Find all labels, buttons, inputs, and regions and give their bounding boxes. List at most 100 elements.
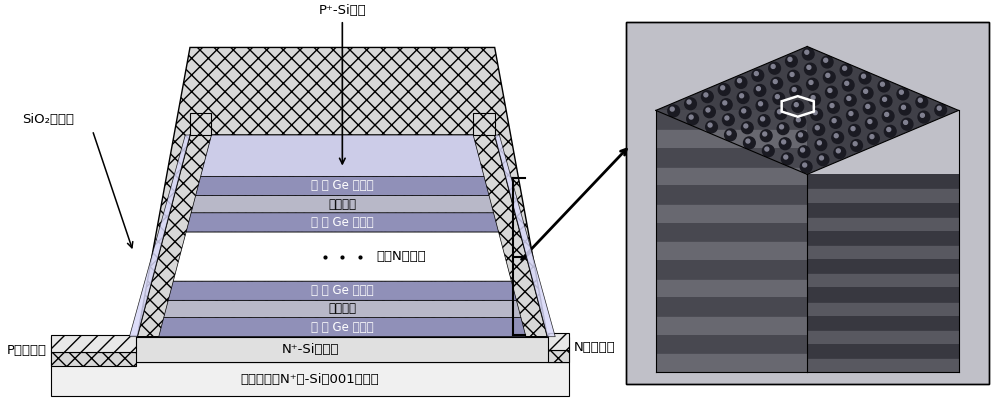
Circle shape bbox=[884, 126, 896, 137]
Circle shape bbox=[817, 154, 829, 166]
Text: SiO₂钒化层: SiO₂钒化层 bbox=[22, 113, 74, 126]
Circle shape bbox=[813, 111, 817, 115]
Polygon shape bbox=[137, 47, 547, 337]
Polygon shape bbox=[807, 245, 959, 259]
Circle shape bbox=[809, 94, 820, 105]
Polygon shape bbox=[191, 196, 494, 213]
Polygon shape bbox=[51, 335, 136, 352]
Polygon shape bbox=[656, 223, 807, 241]
Circle shape bbox=[836, 149, 840, 153]
Polygon shape bbox=[807, 188, 959, 202]
Polygon shape bbox=[656, 316, 807, 335]
Circle shape bbox=[790, 85, 801, 97]
Circle shape bbox=[904, 120, 908, 124]
Circle shape bbox=[754, 85, 766, 96]
Polygon shape bbox=[656, 204, 807, 223]
Text: P⁺-Si帽层: P⁺-Si帽层 bbox=[318, 4, 366, 17]
Polygon shape bbox=[807, 259, 959, 273]
Circle shape bbox=[740, 94, 744, 98]
Circle shape bbox=[807, 78, 818, 90]
Circle shape bbox=[788, 70, 799, 82]
Polygon shape bbox=[129, 135, 190, 337]
Circle shape bbox=[800, 161, 812, 173]
Circle shape bbox=[727, 131, 731, 135]
Circle shape bbox=[902, 105, 905, 109]
Circle shape bbox=[859, 72, 871, 84]
Polygon shape bbox=[807, 288, 959, 301]
Text: 有 序 Ge 量子点: 有 序 Ge 量子点 bbox=[311, 284, 374, 297]
Circle shape bbox=[847, 96, 851, 100]
Circle shape bbox=[844, 94, 856, 106]
Circle shape bbox=[815, 139, 827, 151]
Circle shape bbox=[840, 64, 852, 76]
Circle shape bbox=[878, 80, 890, 92]
Circle shape bbox=[862, 74, 866, 78]
Polygon shape bbox=[807, 330, 959, 344]
Polygon shape bbox=[159, 318, 526, 337]
Circle shape bbox=[779, 138, 791, 149]
Circle shape bbox=[920, 113, 924, 117]
Polygon shape bbox=[656, 148, 807, 166]
Circle shape bbox=[769, 62, 780, 74]
Polygon shape bbox=[807, 217, 959, 231]
Circle shape bbox=[796, 118, 800, 122]
Circle shape bbox=[670, 107, 674, 111]
Circle shape bbox=[782, 140, 786, 144]
Circle shape bbox=[885, 113, 889, 116]
Circle shape bbox=[821, 56, 833, 68]
Polygon shape bbox=[656, 354, 807, 372]
Circle shape bbox=[804, 63, 816, 75]
Polygon shape bbox=[656, 166, 807, 185]
Circle shape bbox=[704, 93, 708, 97]
Circle shape bbox=[813, 124, 825, 135]
Polygon shape bbox=[807, 301, 959, 315]
Circle shape bbox=[845, 81, 849, 85]
Circle shape bbox=[786, 55, 797, 67]
Circle shape bbox=[738, 79, 741, 83]
Polygon shape bbox=[807, 273, 959, 288]
Circle shape bbox=[668, 105, 680, 117]
Circle shape bbox=[762, 145, 774, 157]
Circle shape bbox=[828, 88, 832, 92]
Circle shape bbox=[771, 64, 775, 68]
Circle shape bbox=[842, 79, 854, 91]
Circle shape bbox=[899, 103, 911, 115]
Circle shape bbox=[853, 142, 857, 146]
Circle shape bbox=[780, 125, 784, 129]
Circle shape bbox=[781, 153, 793, 165]
Circle shape bbox=[935, 104, 947, 116]
Circle shape bbox=[792, 87, 796, 92]
Circle shape bbox=[866, 104, 870, 109]
Polygon shape bbox=[807, 315, 959, 330]
Circle shape bbox=[773, 92, 785, 104]
Circle shape bbox=[794, 103, 798, 107]
Polygon shape bbox=[656, 241, 807, 260]
Circle shape bbox=[824, 58, 828, 62]
Circle shape bbox=[807, 65, 811, 69]
Circle shape bbox=[811, 96, 815, 100]
Circle shape bbox=[746, 139, 750, 143]
Circle shape bbox=[881, 82, 884, 86]
Circle shape bbox=[796, 131, 808, 143]
Circle shape bbox=[720, 99, 732, 111]
Circle shape bbox=[815, 126, 819, 130]
Circle shape bbox=[685, 98, 696, 110]
Polygon shape bbox=[173, 232, 511, 281]
Circle shape bbox=[708, 123, 712, 127]
Text: 有 序 Ge 量子点: 有 序 Ge 量子点 bbox=[311, 179, 374, 192]
Circle shape bbox=[794, 115, 806, 128]
Circle shape bbox=[899, 90, 903, 94]
Circle shape bbox=[718, 84, 730, 96]
Text: P金属电极: P金属电极 bbox=[6, 344, 46, 357]
Circle shape bbox=[788, 58, 792, 61]
Circle shape bbox=[723, 101, 727, 105]
Circle shape bbox=[832, 132, 844, 143]
Circle shape bbox=[775, 108, 787, 119]
Circle shape bbox=[863, 102, 875, 114]
Circle shape bbox=[826, 86, 837, 98]
Polygon shape bbox=[656, 47, 959, 175]
Text: 半绣缘（或N⁺）-Si（001）衬底: 半绣缘（或N⁺）-Si（001）衬底 bbox=[241, 373, 379, 386]
Circle shape bbox=[756, 100, 768, 111]
Circle shape bbox=[830, 104, 834, 107]
Circle shape bbox=[687, 113, 698, 125]
